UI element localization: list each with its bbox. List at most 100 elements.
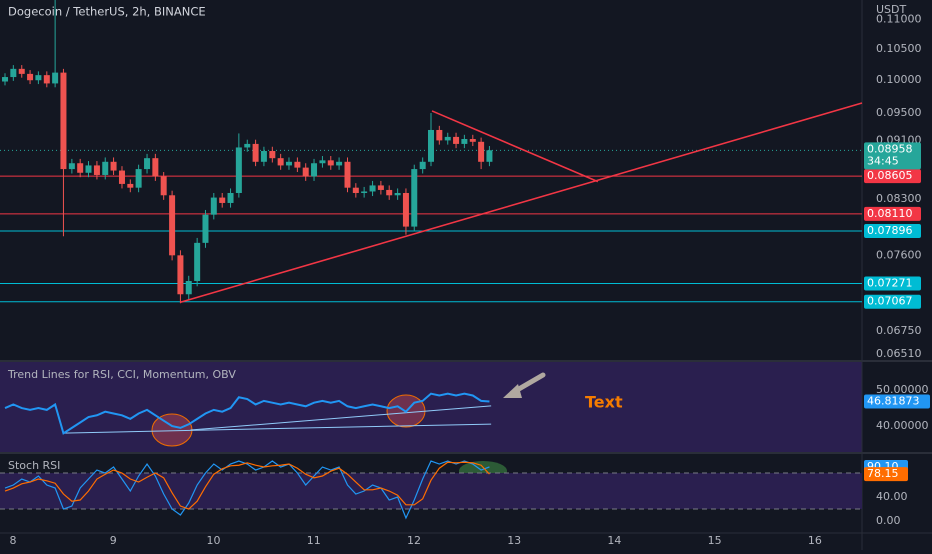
candle-body (235, 147, 242, 193)
value-tag-label: 46.81873 (867, 395, 920, 408)
series-line (4, 392, 490, 435)
candle-body (469, 139, 476, 142)
last-price-tag (864, 142, 921, 170)
candle-body (319, 160, 326, 164)
x-tick-label: 14 (607, 534, 621, 547)
candle-body (311, 163, 318, 177)
candle-body (419, 161, 426, 170)
x-tick-label: 11 (307, 534, 321, 547)
price-tag-label: 0.07067 (867, 295, 913, 308)
candle-body (361, 191, 368, 193)
price-tag (864, 169, 921, 184)
arrow (503, 372, 546, 398)
candle-body (152, 158, 159, 177)
pane-title: Trend Lines for RSI, CCI, Momentum, OBV (7, 368, 236, 381)
candle-body (302, 167, 309, 177)
candle-body (486, 150, 493, 162)
x-tick-label: 16 (808, 534, 822, 547)
candle-body (377, 185, 384, 190)
candle-body (210, 197, 217, 215)
candle-body (102, 161, 109, 175)
candle-body (428, 129, 434, 162)
candle-body (453, 136, 460, 144)
candle-body (252, 143, 259, 162)
candle-body (461, 139, 468, 144)
price-tag (864, 294, 921, 309)
y-tick-label: 40.00 (876, 490, 908, 503)
series-line (4, 460, 490, 520)
y-tick-label: 0.10500 (876, 42, 922, 55)
price-tag (864, 206, 921, 221)
value-tag (864, 394, 930, 409)
candle-body (169, 195, 176, 256)
candle-body (35, 75, 42, 81)
candle-body (244, 143, 251, 148)
candle-body (436, 129, 443, 141)
trend-line (431, 110, 599, 183)
x-tick-label: 10 (206, 534, 220, 547)
y-tick-label: 0.09500 (876, 106, 922, 119)
y-tick-label: 0.10000 (876, 73, 922, 86)
candle-body (369, 185, 376, 192)
candle-body (2, 77, 9, 82)
price-tag-label: 0.07896 (867, 224, 913, 237)
candle-body (277, 158, 284, 166)
trend-line (63, 423, 492, 434)
x-tick-label: 13 (507, 534, 521, 547)
candle-body (478, 141, 485, 162)
y-tick-label: 0.00 (876, 514, 901, 527)
candle-body (77, 163, 84, 173)
candle-body (285, 161, 292, 166)
trend-line (179, 102, 863, 304)
candle-body (27, 73, 34, 81)
candle-body (52, 72, 59, 84)
candle-body (227, 192, 234, 203)
candle-body (336, 161, 343, 166)
last-price-label: 0.08958 (867, 142, 913, 155)
candle-body (394, 192, 401, 196)
y-tick-label: 50.00000 (876, 383, 929, 396)
candle-body (219, 197, 226, 203)
candle-body (135, 169, 142, 188)
candle-body (269, 151, 276, 159)
y-tick-label: 40.00000 (876, 419, 929, 432)
price-tag (864, 223, 921, 238)
candle-body (93, 165, 100, 175)
price-tag-label: 0.08110 (867, 207, 913, 220)
candle-body (85, 165, 92, 173)
price-tag-label: 0.08605 (867, 169, 913, 182)
x-tick-label: 15 (708, 534, 722, 547)
trend-line (190, 405, 492, 431)
candle-body (352, 187, 359, 193)
pane-title: Stoch RSI (8, 459, 60, 472)
currency: USDT (876, 3, 907, 16)
candle-body (294, 161, 301, 168)
candle-body (185, 281, 192, 295)
value-tag (864, 467, 908, 482)
candle-body (144, 158, 151, 170)
candle-body (411, 169, 418, 227)
candle-body (327, 160, 334, 166)
candle-body (444, 136, 451, 141)
y-tick-label: 0.07600 (876, 248, 922, 261)
candle-body (160, 176, 167, 196)
rsi-pane (0, 362, 862, 452)
candle-body (68, 163, 75, 170)
y-tick-label: 0.06750 (876, 324, 922, 337)
series-line (4, 461, 490, 510)
annotation: Text (585, 393, 623, 412)
y-tick-label: 0.11000 (876, 12, 922, 25)
candle-body (177, 255, 184, 295)
chart-title: Dogecoin / TetherUS, 2h, BINANCE (8, 5, 206, 19)
candle-body (260, 151, 267, 162)
x-tick-label: 12 (407, 534, 421, 547)
candle-body (118, 170, 125, 184)
candle-body (127, 183, 134, 188)
candle-body (344, 161, 351, 188)
y-tick-label: 0.08300 (876, 192, 922, 205)
price-tag-label: 0.07271 (867, 277, 913, 290)
y-tick-label: 0.06510 (876, 347, 922, 360)
candle-body (18, 68, 25, 74)
price-tag (864, 276, 921, 291)
